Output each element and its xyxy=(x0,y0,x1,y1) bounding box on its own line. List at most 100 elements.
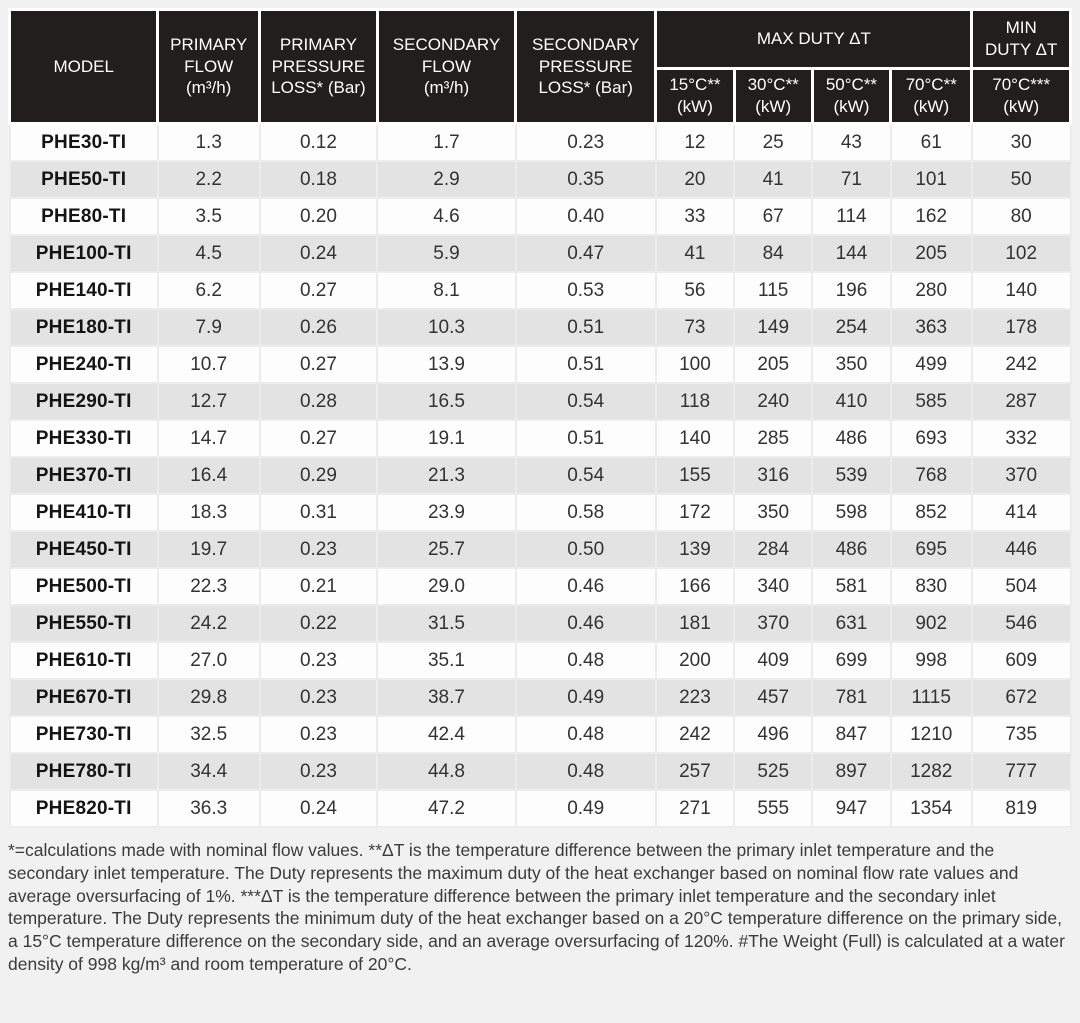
cell-duty-30c: 25 xyxy=(733,122,814,162)
cell-duty-70c: 61 xyxy=(889,122,973,162)
cell-min-duty-70c: 546 xyxy=(970,604,1072,643)
cell-primary-pressure-loss: 0.20 xyxy=(258,197,379,236)
table-row: PHE140-TI 6.2 0.27 8.1 0.53 56 115 196 2… xyxy=(8,271,1072,310)
cell-model: PHE670-TI xyxy=(8,678,159,717)
cell-primary-pressure-loss: 0.23 xyxy=(258,678,379,717)
cell-duty-30c: 350 xyxy=(733,493,814,532)
header-row-subcolumns: 15°C** (kW) 30°C** (kW) 50°C** (kW) 70°C… xyxy=(10,67,1072,125)
table-row: PHE670-TI 29.8 0.23 38.7 0.49 223 457 78… xyxy=(8,678,1072,717)
cell-min-duty-70c: 504 xyxy=(970,567,1072,606)
cell-min-duty-70c: 178 xyxy=(970,308,1072,347)
cell-min-duty-70c: 370 xyxy=(970,456,1072,495)
cell-duty-30c: 149 xyxy=(733,308,814,347)
cell-secondary-pressure-loss: 0.51 xyxy=(514,419,657,458)
cell-min-duty-70c: 287 xyxy=(970,382,1072,421)
header-secondary-pressure-loss: SECONDARY PRESSURE LOSS* (Bar) xyxy=(514,8,658,125)
cell-primary-flow: 22.3 xyxy=(156,567,261,606)
header-secondary-flow: SECONDARY FLOW (m³/h) xyxy=(375,8,518,125)
cell-secondary-pressure-loss: 0.48 xyxy=(514,715,657,754)
cell-duty-30c: 525 xyxy=(733,752,814,791)
cell-duty-50c: 947 xyxy=(811,789,892,828)
cell-duty-30c: 284 xyxy=(733,530,814,569)
cell-duty-70c: 852 xyxy=(889,493,973,532)
cell-secondary-pressure-loss: 0.53 xyxy=(514,271,657,310)
cell-secondary-pressure-loss: 0.51 xyxy=(514,308,657,347)
cell-secondary-flow: 16.5 xyxy=(376,382,517,421)
cell-secondary-pressure-loss: 0.49 xyxy=(514,789,657,828)
cell-secondary-flow: 35.1 xyxy=(376,641,517,680)
cell-duty-70c: 1354 xyxy=(889,789,973,828)
cell-duty-70c: 363 xyxy=(889,308,973,347)
cell-duty-15c: 271 xyxy=(654,789,736,828)
cell-duty-50c: 486 xyxy=(811,530,892,569)
cell-secondary-flow: 47.2 xyxy=(376,789,517,828)
cell-model: PHE30-TI xyxy=(8,122,159,162)
table-row: PHE370-TI 16.4 0.29 21.3 0.54 155 316 53… xyxy=(8,456,1072,495)
cell-model: PHE140-TI xyxy=(8,271,159,310)
cell-duty-15c: 100 xyxy=(654,345,736,384)
cell-duty-50c: 114 xyxy=(811,197,892,236)
cell-primary-flow: 27.0 xyxy=(156,641,261,680)
cell-duty-70c: 693 xyxy=(889,419,973,458)
cell-secondary-flow: 1.7 xyxy=(376,122,517,162)
cell-duty-50c: 539 xyxy=(811,456,892,495)
cell-primary-pressure-loss: 0.28 xyxy=(258,382,379,421)
cell-duty-50c: 254 xyxy=(811,308,892,347)
cell-primary-flow: 16.4 xyxy=(156,456,261,495)
cell-duty-70c: 768 xyxy=(889,456,973,495)
table-row: PHE50-TI 2.2 0.18 2.9 0.35 20 41 71 101 … xyxy=(8,160,1072,199)
cell-primary-pressure-loss: 0.21 xyxy=(258,567,379,606)
table-row: PHE410-TI 18.3 0.31 23.9 0.58 172 350 59… xyxy=(8,493,1072,532)
cell-min-duty-70c: 140 xyxy=(970,271,1072,310)
cell-duty-15c: 242 xyxy=(654,715,736,754)
cell-duty-50c: 847 xyxy=(811,715,892,754)
cell-model: PHE610-TI xyxy=(8,641,159,680)
cell-primary-pressure-loss: 0.24 xyxy=(258,789,379,828)
cell-secondary-flow: 2.9 xyxy=(376,160,517,199)
cell-primary-flow: 32.5 xyxy=(156,715,261,754)
cell-model: PHE820-TI xyxy=(8,789,159,828)
cell-model: PHE730-TI xyxy=(8,715,159,754)
header-duty-70c: 70°C** (kW) xyxy=(889,67,974,125)
table-row: PHE610-TI 27.0 0.23 35.1 0.48 200 409 69… xyxy=(8,641,1072,680)
cell-model: PHE290-TI xyxy=(8,382,159,421)
cell-primary-flow: 24.2 xyxy=(156,604,261,643)
cell-model: PHE330-TI xyxy=(8,419,159,458)
cell-duty-70c: 280 xyxy=(889,271,973,310)
cell-duty-15c: 223 xyxy=(654,678,736,717)
cell-min-duty-70c: 414 xyxy=(970,493,1072,532)
cell-secondary-pressure-loss: 0.48 xyxy=(514,641,657,680)
cell-min-duty-70c: 30 xyxy=(970,122,1072,162)
cell-secondary-pressure-loss: 0.35 xyxy=(514,160,657,199)
cell-duty-50c: 486 xyxy=(811,419,892,458)
cell-primary-flow: 14.7 xyxy=(156,419,261,458)
cell-secondary-flow: 38.7 xyxy=(376,678,517,717)
cell-duty-15c: 140 xyxy=(654,419,736,458)
cell-duty-30c: 67 xyxy=(733,197,814,236)
cell-duty-15c: 33 xyxy=(654,197,736,236)
table-row: PHE820-TI 36.3 0.24 47.2 0.49 271 555 94… xyxy=(8,789,1072,828)
table-row: PHE240-TI 10.7 0.27 13.9 0.51 100 205 35… xyxy=(8,345,1072,384)
table-row: PHE180-TI 7.9 0.26 10.3 0.51 73 149 254 … xyxy=(8,308,1072,347)
cell-primary-flow: 19.7 xyxy=(156,530,261,569)
cell-secondary-flow: 8.1 xyxy=(376,271,517,310)
header-min-duty-70c: 70°C*** (kW) xyxy=(970,67,1072,125)
cell-model: PHE50-TI xyxy=(8,160,159,199)
cell-duty-15c: 41 xyxy=(654,234,736,273)
cell-primary-flow: 7.9 xyxy=(156,308,261,347)
cell-secondary-flow: 19.1 xyxy=(376,419,517,458)
cell-primary-flow: 1.3 xyxy=(156,122,261,162)
cell-primary-flow: 3.5 xyxy=(156,197,261,236)
cell-duty-70c: 499 xyxy=(889,345,973,384)
cell-secondary-pressure-loss: 0.48 xyxy=(514,752,657,791)
cell-duty-30c: 205 xyxy=(733,345,814,384)
cell-primary-flow: 6.2 xyxy=(156,271,261,310)
table-row: PHE550-TI 24.2 0.22 31.5 0.46 181 370 63… xyxy=(8,604,1072,643)
cell-duty-70c: 585 xyxy=(889,382,973,421)
cell-primary-flow: 29.8 xyxy=(156,678,261,717)
cell-duty-30c: 84 xyxy=(733,234,814,273)
cell-duty-70c: 205 xyxy=(889,234,973,273)
table-row: PHE450-TI 19.7 0.23 25.7 0.50 139 284 48… xyxy=(8,530,1072,569)
header-primary-flow: PRIMARY FLOW (m³/h) xyxy=(156,8,261,125)
